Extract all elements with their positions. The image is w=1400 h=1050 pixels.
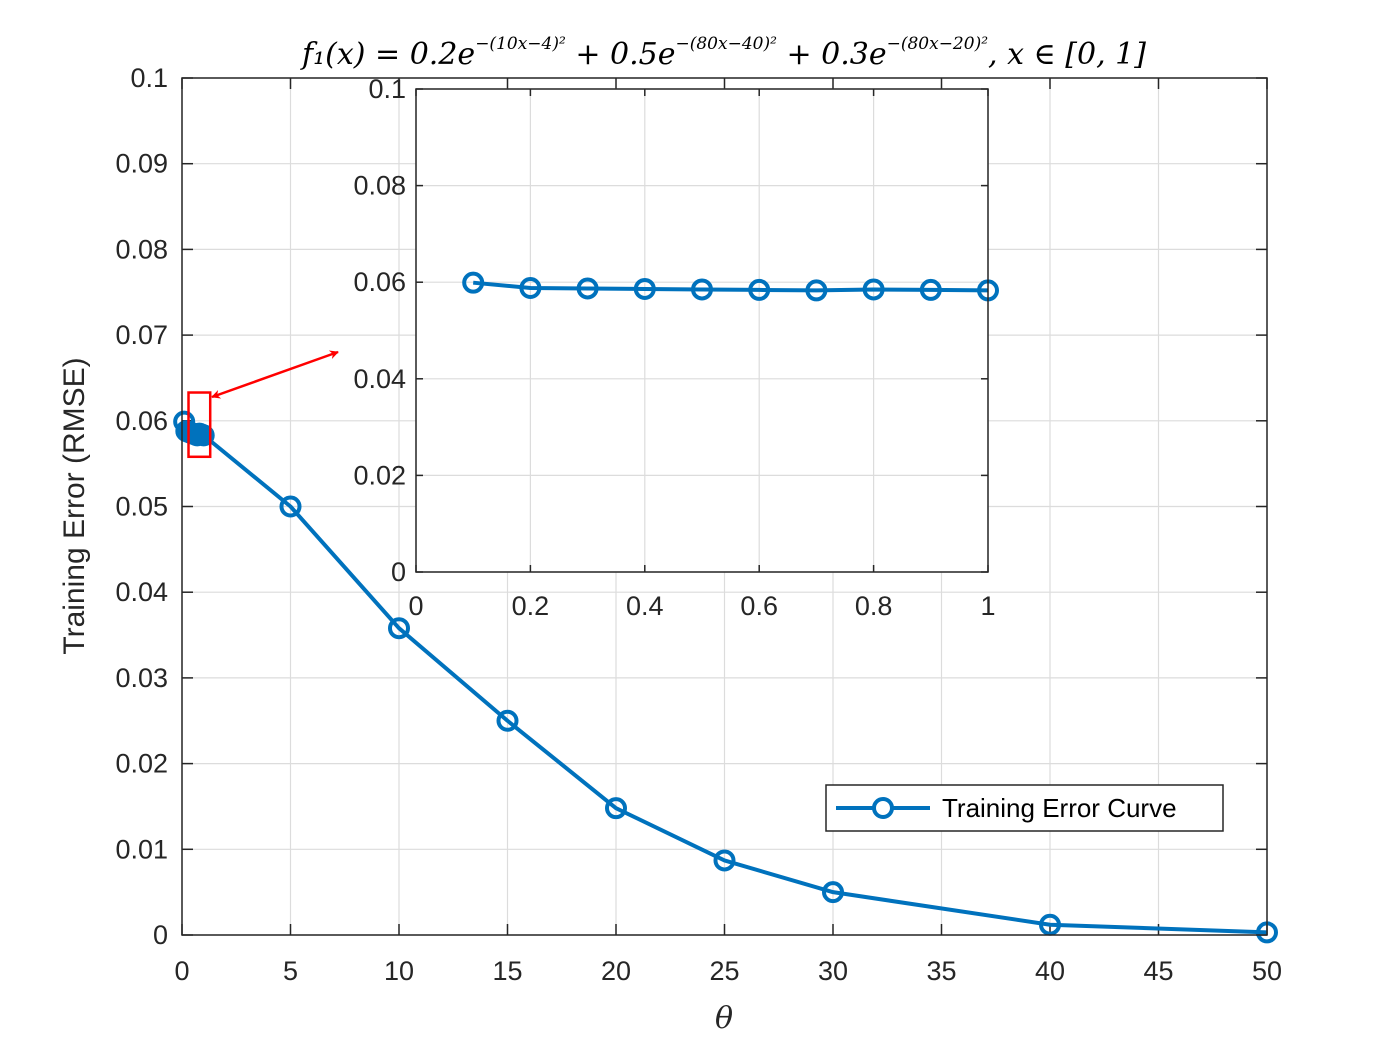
y-tick-label: 0.1 <box>130 63 168 93</box>
inset-data-point <box>919 278 942 301</box>
y-tick-label: 0.01 <box>115 834 168 864</box>
data-point <box>388 617 410 640</box>
y-tick-label: 0.04 <box>115 577 168 607</box>
x-tick-label: 45 <box>1143 956 1173 986</box>
title-part-mid-1: + 0.5e <box>566 37 676 72</box>
inset-axes: 0 0.2 0.4 0.6 0.8 1 0 0.02 0.04 0.06 0.08 0.1 <box>353 74 999 621</box>
inset-y-tick-label: 0.02 <box>353 460 406 490</box>
zoom-arrow <box>211 350 339 399</box>
y-tick-label: 0.09 <box>115 149 168 179</box>
title-exponent-1: −(10x−4)² <box>475 34 566 54</box>
x-tick-label: 40 <box>1035 956 1065 986</box>
inset-data-point <box>519 276 542 299</box>
x-tick-label: 10 <box>384 956 414 986</box>
inset-data-point <box>576 277 599 300</box>
x-tick-label: 35 <box>926 956 956 986</box>
title-exponent-2: −(80x−40)² <box>675 34 777 54</box>
zoom-region-box <box>187 391 212 459</box>
y-tick-label: 0.08 <box>115 234 168 264</box>
title-part-mid-2: + 0.3e <box>777 37 887 72</box>
chart-title: f₁(x) = 0.2e−(10x−4)² + 0.5e−(80x−40)² +… <box>300 34 1146 72</box>
inset-y-tick-label: 0.08 <box>353 171 406 201</box>
inset-data-point <box>862 278 885 301</box>
data-point <box>279 495 302 518</box>
inset-axes-box <box>415 88 989 573</box>
inset-data-point <box>691 278 713 301</box>
inset-x-tick-label: 1 <box>980 591 995 621</box>
inset-x-tick-label: 0.6 <box>740 591 778 621</box>
y-tick-label: 0.03 <box>115 663 168 693</box>
x-tick-label: 5 <box>283 956 298 986</box>
y-tick-label: 0.02 <box>115 749 168 779</box>
data-point <box>713 849 736 872</box>
x-tick-label: 50 <box>1252 956 1282 986</box>
inset-y-tick-label: 0 <box>391 557 406 587</box>
inset-x-tick-label: 0.4 <box>626 591 664 621</box>
inset-x-tick-label: 0.2 <box>512 591 550 621</box>
data-point <box>192 424 215 447</box>
inset-y-tick-label: 0.06 <box>353 267 406 297</box>
data-point <box>1039 913 1061 936</box>
legend: Training Error Curve <box>825 784 1224 832</box>
y-tick-label: 0.07 <box>115 320 168 350</box>
inset-background <box>416 89 988 572</box>
x-tick-label: 15 <box>492 956 522 986</box>
x-tick-label: 25 <box>709 956 739 986</box>
data-point <box>496 709 519 732</box>
legend-label: Training Error Curve <box>942 793 1177 823</box>
inset-data-point <box>462 271 485 294</box>
inset-y-tick-label: 0.1 <box>368 74 406 104</box>
y-axis-label: Training Error (RMSE) <box>58 357 91 654</box>
y-tick-label: 0.05 <box>115 492 168 522</box>
inset-series <box>462 271 999 302</box>
inset-series-line <box>473 280 989 293</box>
y-tick-label: 0.06 <box>115 406 168 436</box>
inset-data-point <box>633 277 656 300</box>
x-axis-label: θ <box>715 1001 733 1036</box>
x-tick-label: 30 <box>818 956 848 986</box>
title-part-rhs: , x ∈ [0, 1] <box>988 37 1146 72</box>
inset-data-point <box>748 278 771 301</box>
inset-x-tick-label: 0 <box>408 591 423 621</box>
main-axes-box <box>181 77 1268 936</box>
data-point <box>605 797 627 820</box>
inset-y-tick-label: 0.04 <box>353 364 406 394</box>
y-tick-label: 0 <box>153 920 168 950</box>
legend-marker-swatch <box>872 797 894 819</box>
inset-ticks: 0 0.2 0.4 0.6 0.8 1 0 0.02 0.04 0.06 0.08 0.1 <box>353 74 995 621</box>
x-tick-label: 0 <box>174 956 189 986</box>
x-tick-label: 20 <box>601 956 631 986</box>
inset-data-point <box>805 279 828 302</box>
title-part-lhs: f₁(x) = 0.2e <box>300 37 475 72</box>
data-point <box>822 881 844 904</box>
inset-x-tick-label: 0.8 <box>855 591 893 621</box>
title-exponent-3: −(80x−20)² <box>887 34 989 54</box>
